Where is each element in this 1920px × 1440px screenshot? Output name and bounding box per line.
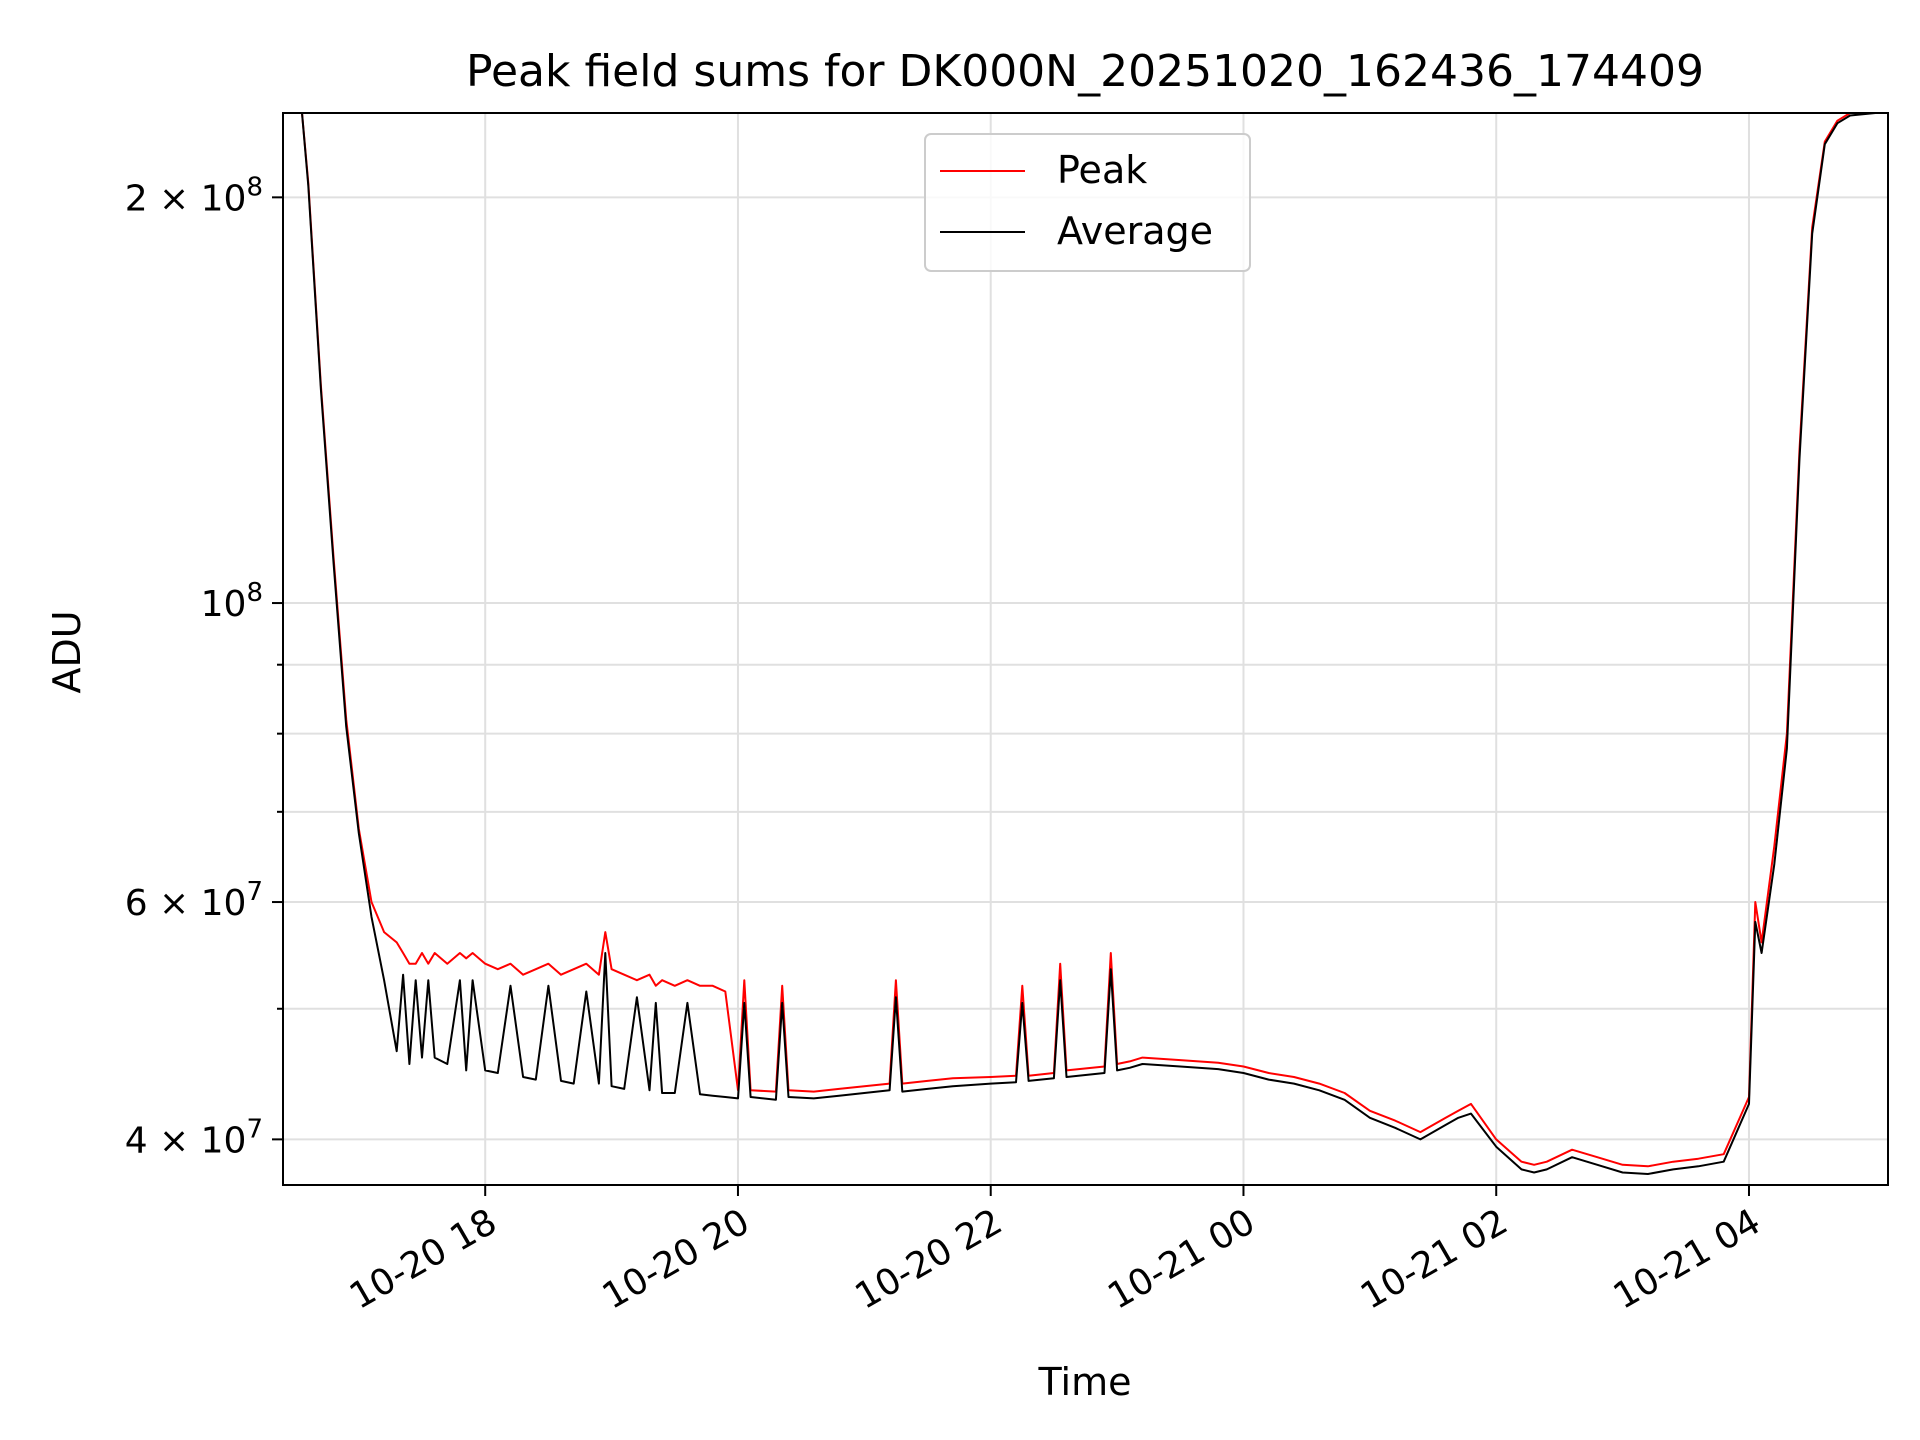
plot-frame [282, 112, 1889, 1186]
y-tick-label: 4 × 107 [125, 1114, 263, 1161]
legend: Peak Average [924, 133, 1251, 272]
y-tick-label: 108 [201, 578, 263, 625]
x-axis-label: Time [1038, 1360, 1132, 1404]
legend-average-label: Average [1057, 209, 1213, 253]
legend-peak-label: Peak [1057, 148, 1147, 192]
y-tick-label: 2 × 108 [125, 172, 263, 219]
series-line-average [289, 112, 1888, 1175]
y-axis-label: ADU [45, 610, 89, 693]
y-tick-label: 6 × 107 [125, 877, 263, 924]
chart-title: Peak field sums for DK000N_20251020_1624… [466, 46, 1704, 97]
legend-box [924, 133, 1251, 272]
series-layer [289, 112, 1888, 1175]
